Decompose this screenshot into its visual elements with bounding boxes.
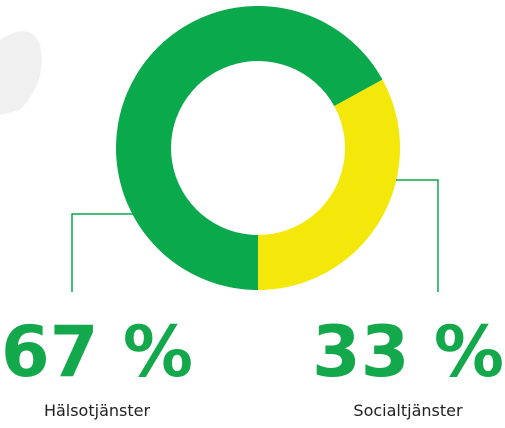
leader-line xyxy=(396,179,439,292)
decoration xyxy=(0,31,42,115)
value-label: 33 % xyxy=(312,311,504,393)
donut-segment xyxy=(258,79,400,291)
donut-segment xyxy=(115,5,383,290)
category-label: Hälsotjänster xyxy=(44,401,151,420)
value-label: 67 % xyxy=(1,311,193,393)
category-label: Socialtjänster xyxy=(353,401,463,420)
leader-line xyxy=(71,213,150,292)
